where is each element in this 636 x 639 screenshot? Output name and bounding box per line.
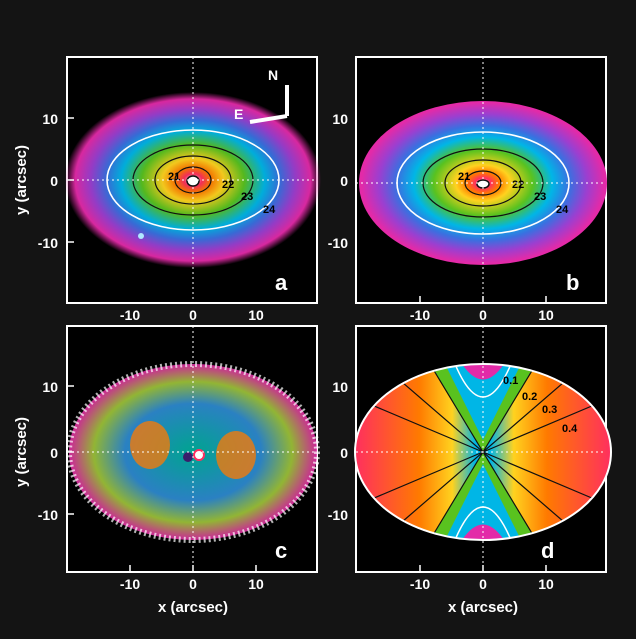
panel-d-contour-label-0p2: 0.2 bbox=[522, 391, 537, 403]
compass-east-arm bbox=[249, 114, 288, 124]
tick-marks bbox=[67, 117, 547, 572]
tick-label-d-y-10: 10 bbox=[332, 379, 348, 395]
panel-a: N E 21 22 23 24 a bbox=[65, 56, 321, 304]
tick-label-b-x-0: 0 bbox=[479, 307, 487, 323]
panel-d-contour-label-0p3: 0.3 bbox=[542, 404, 557, 416]
axis-title-y-bottom: y (arcsec) bbox=[13, 417, 30, 487]
tick-label-d-x-minus10: -10 bbox=[410, 576, 430, 592]
tick-label-c-y-0: 0 bbox=[50, 445, 58, 461]
tick-label-a-x-0: 0 bbox=[189, 307, 197, 323]
tick-label-b-x-minus10: -10 bbox=[410, 307, 430, 323]
panel-a-contour-label-23: 23 bbox=[241, 191, 253, 203]
panel-a-compass: N E bbox=[234, 67, 289, 124]
tick-label-a-y-10: 10 bbox=[42, 111, 58, 127]
panel-b-letter: b bbox=[566, 270, 579, 295]
panel-d-contour-label-0p1: 0.1 bbox=[503, 375, 518, 387]
panel-d-letter: d bbox=[541, 538, 554, 563]
axis-title-y-top: y (arcsec) bbox=[13, 145, 30, 215]
compass-north-label: N bbox=[268, 67, 278, 83]
panel-c: c bbox=[66, 325, 320, 573]
panel-a-contour-label-21: 21 bbox=[168, 171, 180, 183]
tick-labels: 10 0 -10 10 0 -10 10 0 -10 10 0 -10 -10 … bbox=[38, 111, 554, 592]
tick-label-b-x-10: 10 bbox=[538, 307, 554, 323]
tick-label-c-x-0: 0 bbox=[189, 576, 197, 592]
panel-c-letter: c bbox=[275, 538, 287, 563]
tick-label-c-x-minus10: -10 bbox=[120, 576, 140, 592]
tick-label-a-y-minus10: -10 bbox=[38, 235, 58, 251]
tick-label-d-x-10: 10 bbox=[538, 576, 554, 592]
panel-a-nucleus bbox=[186, 175, 200, 187]
panel-b-contour-label-24: 24 bbox=[556, 204, 569, 216]
panel-c-residual-lobe-left bbox=[130, 421, 170, 469]
tick-label-a-x-10: 10 bbox=[248, 307, 264, 323]
tick-label-d-y-0: 0 bbox=[340, 445, 348, 461]
panel-b-contour-label-22: 22 bbox=[512, 179, 524, 191]
tick-label-c-y-10: 10 bbox=[42, 379, 58, 395]
panel-b-contour-label-21: 21 bbox=[458, 171, 470, 183]
tick-label-b-y-0: 0 bbox=[340, 173, 348, 189]
tick-label-b-y-minus10: -10 bbox=[328, 235, 348, 251]
tick-label-c-y-minus10: -10 bbox=[38, 507, 58, 523]
tick-label-a-y-0: 0 bbox=[50, 173, 58, 189]
tick-label-b-y-10: 10 bbox=[332, 111, 348, 127]
panel-a-star bbox=[138, 233, 144, 239]
compass-east-label: E bbox=[234, 106, 243, 122]
panel-d-contour-label-0p4: 0.4 bbox=[562, 423, 578, 435]
axis-title-x-left: x (arcsec) bbox=[158, 599, 228, 616]
tick-label-c-x-10: 10 bbox=[248, 576, 264, 592]
panel-c-residual-lobe-right bbox=[216, 431, 256, 479]
panel-d: 0.1 0.2 0.3 0.4 d bbox=[354, 325, 612, 573]
panel-a-contour-label-22: 22 bbox=[222, 179, 234, 191]
panel-b-contour-label-23: 23 bbox=[534, 191, 546, 203]
tick-label-d-x-0: 0 bbox=[479, 576, 487, 592]
panel-b: 21 22 23 24 b bbox=[355, 56, 607, 304]
panel-a-contour-label-24: 24 bbox=[263, 204, 276, 216]
tick-label-d-y-minus10: -10 bbox=[328, 507, 348, 523]
panel-a-letter: a bbox=[275, 270, 288, 295]
tick-label-a-x-minus10: -10 bbox=[120, 307, 140, 323]
panel-d-outline bbox=[354, 363, 612, 541]
panel-c-center-bright bbox=[193, 449, 205, 461]
panel-c-center-dark bbox=[183, 452, 193, 462]
axis-title-x-right: x (arcsec) bbox=[448, 599, 518, 616]
panel-a-contour-22 bbox=[154, 155, 232, 205]
